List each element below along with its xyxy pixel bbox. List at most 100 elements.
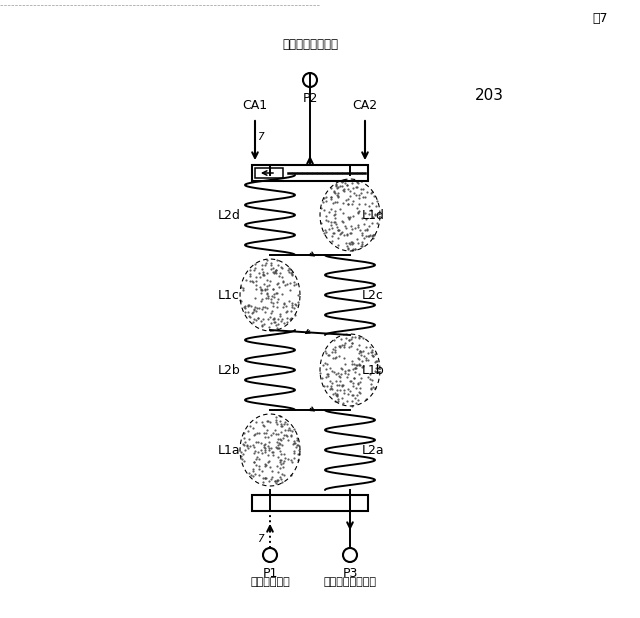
Point bbox=[242, 441, 252, 451]
Point bbox=[328, 367, 339, 377]
Point bbox=[326, 194, 336, 204]
Point bbox=[289, 425, 299, 434]
Point bbox=[260, 307, 270, 317]
Point bbox=[342, 230, 353, 240]
Point bbox=[356, 184, 367, 194]
Point bbox=[276, 435, 286, 445]
Point bbox=[351, 360, 361, 370]
Text: L2a: L2a bbox=[362, 444, 385, 457]
Text: 7: 7 bbox=[257, 534, 263, 544]
Point bbox=[239, 440, 249, 450]
Point bbox=[267, 447, 277, 457]
Point bbox=[259, 302, 269, 312]
Point bbox=[331, 180, 341, 190]
Point bbox=[324, 350, 334, 360]
Point bbox=[364, 231, 374, 240]
Point bbox=[251, 460, 261, 470]
Point bbox=[366, 379, 376, 389]
Point bbox=[345, 376, 355, 386]
Point bbox=[347, 239, 357, 249]
Point bbox=[371, 201, 381, 211]
Point bbox=[353, 378, 364, 388]
Point bbox=[254, 268, 264, 277]
Point bbox=[251, 273, 261, 282]
Point bbox=[262, 275, 272, 285]
Point bbox=[256, 438, 266, 448]
Point bbox=[263, 291, 273, 301]
Point bbox=[286, 455, 296, 465]
Point bbox=[243, 307, 253, 316]
Point bbox=[340, 195, 351, 205]
Point bbox=[275, 262, 285, 272]
Point bbox=[343, 384, 353, 394]
Point bbox=[356, 357, 367, 366]
Point bbox=[287, 300, 297, 310]
Point bbox=[372, 209, 383, 219]
Point bbox=[319, 381, 329, 391]
Point bbox=[263, 457, 273, 467]
Point bbox=[253, 461, 264, 471]
Point bbox=[262, 313, 273, 323]
Point bbox=[354, 193, 364, 203]
Point bbox=[273, 475, 283, 485]
Point bbox=[337, 198, 348, 208]
Point bbox=[273, 467, 283, 476]
Point bbox=[248, 314, 259, 324]
Point bbox=[291, 435, 301, 445]
Point bbox=[349, 373, 359, 383]
Point bbox=[274, 282, 284, 292]
Point bbox=[268, 472, 278, 481]
Point bbox=[356, 188, 367, 198]
Point bbox=[257, 467, 267, 476]
Point bbox=[257, 447, 267, 457]
Point bbox=[372, 197, 382, 206]
Point bbox=[271, 478, 282, 488]
Point bbox=[272, 476, 282, 486]
Point bbox=[273, 430, 283, 439]
Point bbox=[293, 449, 303, 459]
Point bbox=[250, 263, 260, 273]
Point bbox=[355, 360, 365, 370]
Point bbox=[241, 275, 251, 285]
Point bbox=[251, 284, 261, 294]
Point bbox=[278, 277, 288, 287]
Point bbox=[362, 187, 372, 197]
Point bbox=[350, 363, 360, 373]
Point bbox=[367, 198, 378, 208]
Point bbox=[367, 351, 378, 361]
Point bbox=[253, 313, 263, 323]
Point bbox=[275, 434, 285, 444]
Point bbox=[347, 360, 357, 370]
Point bbox=[348, 378, 358, 388]
Point bbox=[239, 433, 249, 442]
Point bbox=[259, 442, 269, 452]
Point bbox=[321, 372, 332, 382]
Point bbox=[359, 351, 369, 361]
Point bbox=[360, 199, 370, 209]
Point bbox=[257, 260, 268, 270]
Point bbox=[345, 228, 355, 238]
Point bbox=[264, 451, 274, 460]
Point bbox=[323, 216, 333, 226]
Point bbox=[238, 439, 248, 449]
Point bbox=[364, 221, 374, 231]
Point bbox=[289, 280, 300, 290]
Point bbox=[326, 221, 336, 231]
Point bbox=[276, 474, 287, 484]
Point bbox=[275, 446, 285, 456]
Point bbox=[251, 437, 261, 447]
Point bbox=[257, 417, 267, 427]
Point bbox=[268, 447, 278, 457]
Text: （給電端子）: （給電端子） bbox=[250, 577, 290, 587]
Point bbox=[371, 363, 381, 373]
Point bbox=[335, 376, 345, 386]
Point bbox=[272, 442, 282, 452]
Point bbox=[255, 284, 266, 294]
Point bbox=[321, 211, 331, 221]
Point bbox=[250, 259, 260, 269]
Point bbox=[285, 313, 296, 323]
Point bbox=[240, 438, 250, 447]
Point bbox=[333, 368, 343, 378]
Point bbox=[289, 303, 300, 313]
Point bbox=[365, 188, 376, 198]
